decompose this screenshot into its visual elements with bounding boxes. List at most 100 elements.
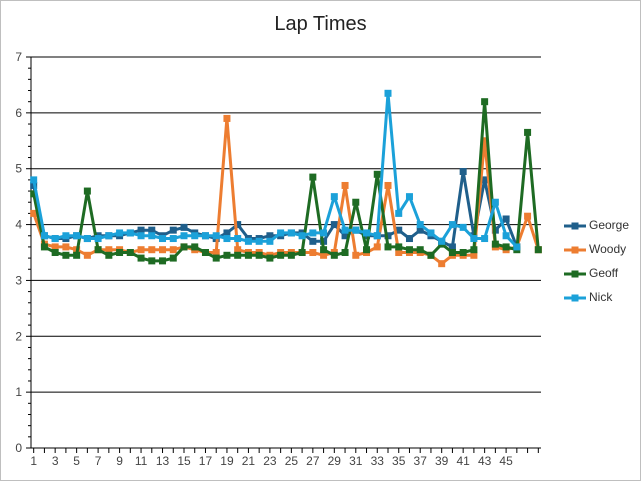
x-tick-label: 33 xyxy=(371,454,385,468)
x-tick-label: 23 xyxy=(263,454,277,468)
x-tick-label: 41 xyxy=(456,454,470,468)
point-nick xyxy=(201,232,209,240)
x-tick-label: 31 xyxy=(349,454,363,468)
legend-item-nick: Nick xyxy=(563,289,639,313)
y-tick-label: 7 xyxy=(15,50,22,64)
point-nick xyxy=(51,235,59,243)
point-woody xyxy=(524,212,532,220)
point-geoff xyxy=(330,251,338,259)
point-geoff xyxy=(373,170,381,178)
point-george xyxy=(341,232,349,240)
point-nick xyxy=(491,198,499,206)
legend-swatch-geoff xyxy=(564,270,586,278)
point-woody xyxy=(395,249,403,256)
point-geoff xyxy=(62,251,70,259)
point-geoff xyxy=(83,187,91,195)
point-woody xyxy=(309,249,317,256)
point-nick xyxy=(427,229,435,237)
point-geoff xyxy=(159,257,167,265)
point-geoff xyxy=(298,249,306,256)
point-geoff xyxy=(212,254,220,262)
point-geoff xyxy=(341,249,349,256)
point-nick xyxy=(126,229,134,237)
point-geoff xyxy=(148,257,156,265)
point-george xyxy=(395,226,403,234)
y-tick-label: 0 xyxy=(15,441,22,455)
point-woody xyxy=(30,209,38,217)
point-geoff xyxy=(481,98,489,106)
x-tick-label: 3 xyxy=(52,454,59,468)
point-geoff xyxy=(395,243,403,251)
point-nick xyxy=(320,229,328,237)
point-george xyxy=(169,226,177,234)
legend: George Woody Geoff Nick xyxy=(563,217,639,313)
point-nick xyxy=(352,226,360,234)
point-george xyxy=(459,168,467,176)
point-george xyxy=(180,223,188,231)
point-woody xyxy=(159,246,167,254)
point-geoff xyxy=(191,243,199,251)
point-george xyxy=(234,221,242,229)
point-geoff xyxy=(320,246,328,254)
point-george xyxy=(223,229,231,237)
point-george xyxy=(148,226,156,234)
point-nick xyxy=(40,232,48,240)
point-nick xyxy=(330,193,338,201)
y-tick-label: 1 xyxy=(15,385,22,399)
point-george xyxy=(384,232,392,240)
point-nick xyxy=(62,232,70,240)
point-nick xyxy=(244,237,252,245)
x-tick-label: 29 xyxy=(328,454,342,468)
point-george xyxy=(266,232,274,240)
legend-label-woody: Woody xyxy=(589,242,627,256)
point-geoff xyxy=(126,249,134,256)
legend-swatch-woody xyxy=(564,246,586,254)
x-tick-label: 25 xyxy=(285,454,299,468)
point-woody xyxy=(105,246,113,254)
point-nick xyxy=(363,229,371,237)
point-geoff xyxy=(40,243,48,251)
point-woody xyxy=(341,181,349,189)
point-geoff xyxy=(169,254,177,262)
point-nick xyxy=(277,229,285,237)
point-nick xyxy=(341,226,349,234)
point-nick xyxy=(137,232,145,240)
point-nick xyxy=(180,232,188,240)
x-tick-label: 37 xyxy=(414,454,428,468)
point-nick xyxy=(169,235,177,243)
point-woody xyxy=(373,243,381,251)
y-tick-label: 5 xyxy=(15,162,22,176)
series-line-nick xyxy=(32,91,518,248)
point-nick xyxy=(73,232,81,240)
point-woody xyxy=(223,114,231,122)
point-woody xyxy=(320,251,328,259)
point-geoff xyxy=(363,246,371,254)
x-tick-label: 27 xyxy=(306,454,320,468)
point-woody xyxy=(169,246,177,254)
point-nick xyxy=(513,243,521,251)
point-nick xyxy=(94,235,102,243)
point-nick xyxy=(298,232,306,240)
point-geoff xyxy=(459,249,467,256)
point-george xyxy=(416,226,424,234)
point-geoff xyxy=(201,249,209,256)
point-geoff xyxy=(51,249,59,256)
point-woody xyxy=(62,243,70,251)
legend-item-geoff: Geoff xyxy=(563,265,639,289)
point-woody xyxy=(438,260,446,268)
point-woody xyxy=(83,251,91,259)
legend-label-george: George xyxy=(589,218,630,232)
x-tick-label: 35 xyxy=(392,454,406,468)
legend-label-geoff: Geoff xyxy=(589,266,619,280)
point-nick xyxy=(405,193,413,201)
point-nick xyxy=(287,229,295,237)
point-george xyxy=(502,215,510,223)
point-nick xyxy=(309,229,317,237)
point-nick xyxy=(481,235,489,243)
x-tick-label: 19 xyxy=(220,454,234,468)
point-geoff xyxy=(384,243,392,251)
point-nick xyxy=(373,232,381,240)
x-tick-label: 5 xyxy=(73,454,80,468)
x-tick-label: 39 xyxy=(435,454,449,468)
